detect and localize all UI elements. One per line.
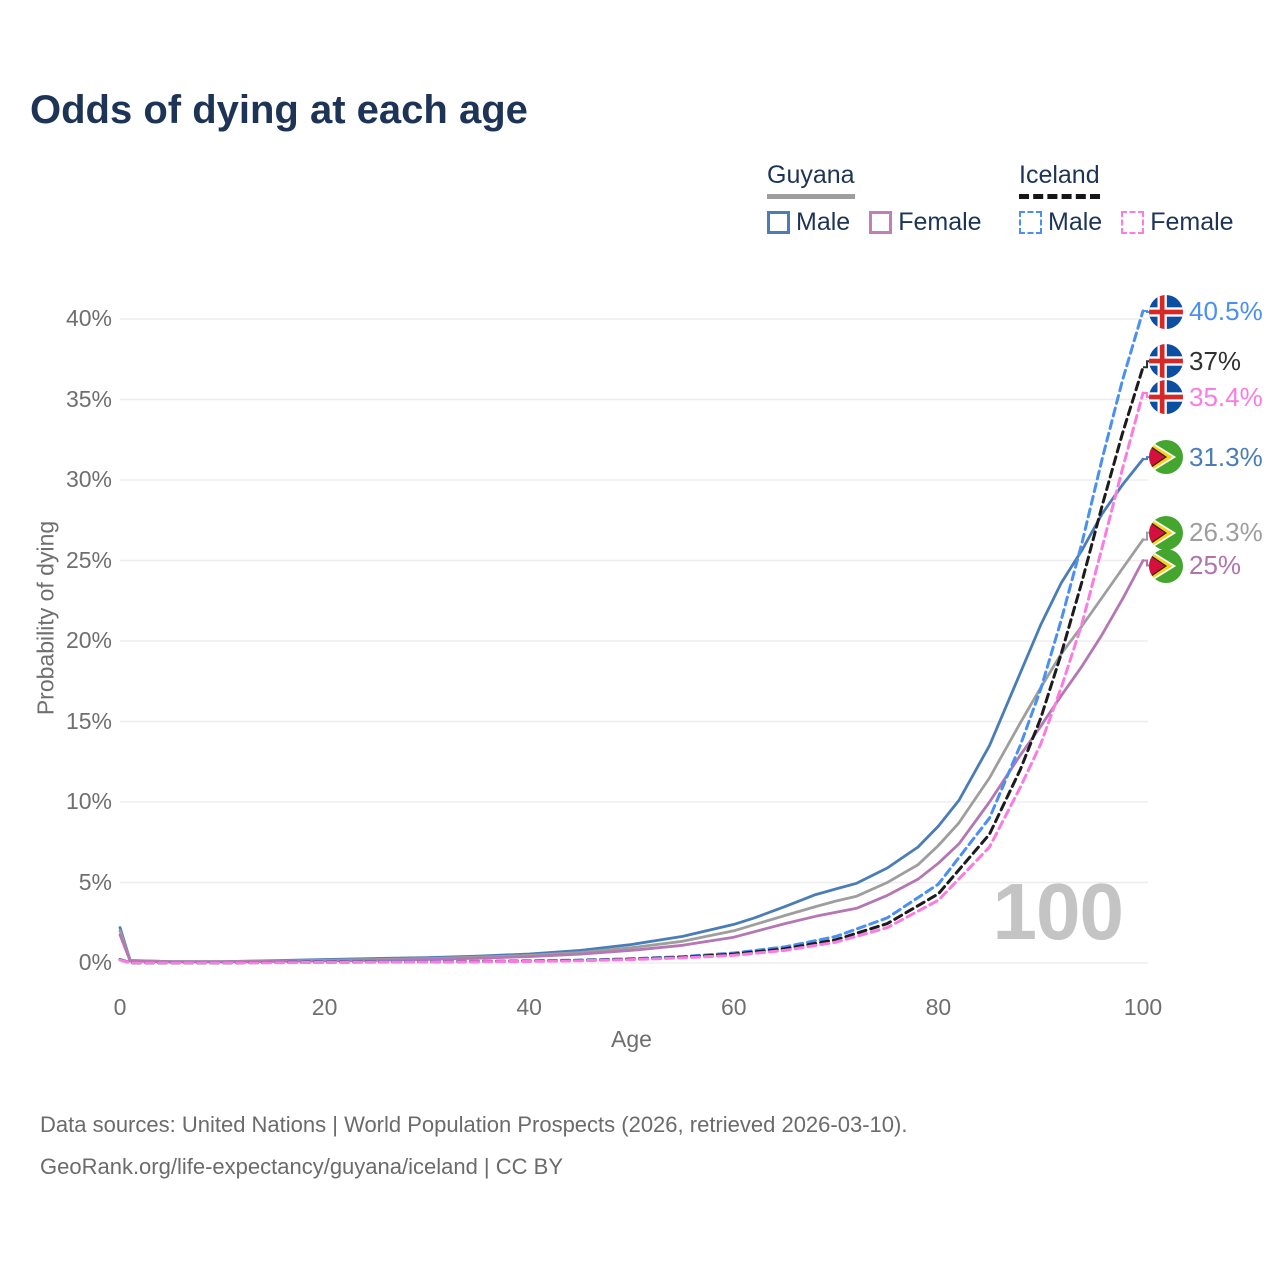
guyana-female-swatch-icon — [869, 211, 893, 234]
end-label-iceland-female: 35.4% — [1149, 380, 1263, 414]
footer: Data sources: United Nations | World Pop… — [40, 1104, 907, 1188]
x-tick-label: 100 — [1123, 994, 1163, 1020]
x-tick-label: 80 — [925, 994, 952, 1020]
y-tick-label: 10% — [65, 788, 112, 814]
legend-label: Male — [1048, 208, 1103, 236]
end-label-value: 40.5% — [1189, 296, 1263, 327]
end-label-value: 37% — [1189, 345, 1242, 376]
legend-label: Female — [1150, 208, 1234, 236]
attribution-line: GeoRank.org/life-expectancy/guyana/icela… — [40, 1154, 563, 1179]
end-label-value: 31.3% — [1189, 441, 1263, 472]
end-label-iceland-male: 40.5% — [1149, 295, 1263, 329]
legend-item-iceland-female[interactable]: Female — [1121, 208, 1234, 237]
y-axis-title: Probability of dying — [32, 520, 59, 716]
guyana-flag-icon — [1149, 549, 1183, 583]
legend-group-guyana: Guyana Male Female — [767, 161, 982, 237]
guyana-flag-icon — [1149, 516, 1183, 550]
age-watermark: 100 — [992, 867, 1124, 956]
end-label-guyana-male: 31.3% — [1149, 440, 1263, 474]
x-tick-label: 20 — [311, 994, 338, 1020]
end-label-value: 26.3% — [1189, 517, 1263, 548]
x-tick-label: 40 — [516, 994, 542, 1020]
page-title: Odds of dying at each age — [30, 88, 528, 132]
end-label-guyana-both: 26.3% — [1149, 516, 1263, 550]
iceland-female-swatch-icon — [1121, 211, 1145, 234]
legend-group-iceland: Iceland Male Female — [1019, 161, 1234, 237]
end-label-iceland-both: 37% — [1149, 344, 1241, 378]
legend-item-guyana-female[interactable]: Female — [869, 208, 982, 237]
iceland-flag-icon — [1149, 380, 1183, 414]
y-tick-label: 0% — [78, 949, 112, 975]
end-label-value: 35.4% — [1189, 381, 1263, 412]
legend-label: Female — [898, 208, 982, 236]
legend-label: Male — [796, 208, 851, 236]
y-tick-label: 35% — [65, 385, 112, 412]
guyana-flag-icon — [1149, 440, 1183, 474]
end-label-value: 25% — [1189, 550, 1242, 580]
x-axis-title: Age — [611, 1026, 652, 1052]
y-tick-label: 30% — [65, 466, 112, 492]
legend-header-iceland[interactable]: Iceland — [1019, 161, 1100, 199]
x-tick-label: 0 — [113, 994, 127, 1020]
iceland-flag-icon — [1149, 295, 1183, 329]
legend-item-guyana-male[interactable]: Male — [767, 208, 850, 237]
legend-header-guyana[interactable]: Guyana — [767, 161, 855, 199]
iceland-female-line[interactable] — [118, 391, 1145, 965]
y-tick-label: 5% — [78, 868, 112, 895]
y-tick-label: 40% — [65, 305, 112, 331]
end-label-guyana-female: 25% — [1149, 549, 1241, 583]
y-tick-label: 25% — [65, 546, 112, 573]
iceland-male-swatch-icon — [1019, 211, 1042, 234]
iceland-male-line[interactable] — [118, 309, 1145, 965]
y-tick-label: 20% — [65, 627, 112, 653]
guyana-male-swatch-icon — [767, 211, 790, 234]
y-tick-label: 15% — [65, 707, 112, 734]
iceland-flag-icon — [1149, 344, 1183, 378]
legend-item-iceland-male[interactable]: Male — [1019, 208, 1102, 237]
data-source-line: Data sources: United Nations | World Pop… — [40, 1112, 908, 1137]
x-tick-label: 60 — [721, 994, 747, 1020]
